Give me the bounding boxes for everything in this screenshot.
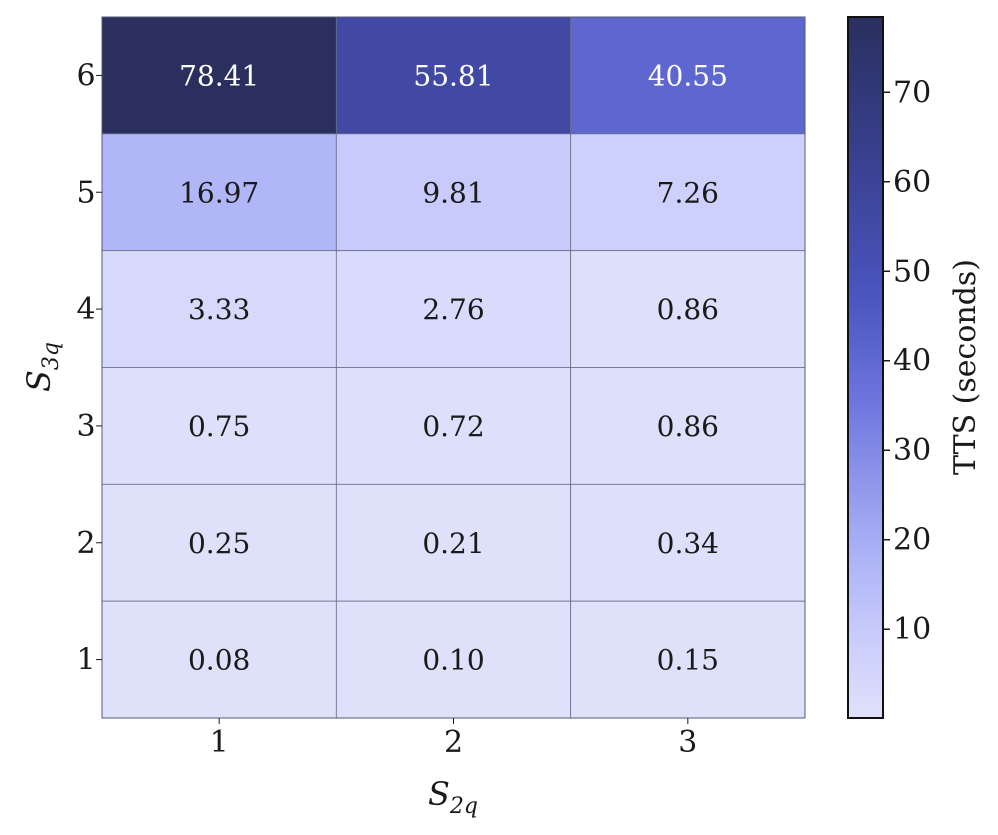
cell-value-label: 0.15 — [657, 644, 719, 677]
cell-value-label: 2.76 — [422, 293, 484, 326]
y-axis-ticks: 6 5 4 3 2 1 — [76, 58, 102, 678]
y-tick-label: 5 — [76, 175, 95, 210]
cell-value-label: 0.34 — [657, 527, 719, 560]
colorbar-tick-label: 20 — [893, 523, 931, 558]
cell-value-label: 0.08 — [188, 644, 250, 677]
colorbar-label: TTS (seconds) — [948, 259, 983, 475]
colorbar-tick-label: 10 — [893, 612, 931, 647]
colorbar-tick-label: 40 — [893, 344, 931, 379]
heatmap-cell — [101, 16, 337, 135]
cell-value-label: 40.55 — [648, 59, 728, 92]
cell-value-label: 16.97 — [179, 176, 259, 209]
cell-value-label: 0.10 — [422, 644, 484, 677]
heatmap-cell — [335, 16, 572, 135]
heatmap-cell — [570, 600, 806, 719]
y-tick-label: 6 — [76, 58, 95, 93]
cell-value-label: 0.86 — [657, 410, 719, 443]
x-axis-ticks: 1 2 3 — [210, 718, 697, 760]
heatmap-cell — [101, 250, 337, 368]
colorbar-tick-label: 50 — [893, 254, 931, 289]
heatmap-cell — [101, 483, 337, 602]
x-tick-label: 1 — [210, 725, 229, 760]
x-tick-label: 3 — [678, 725, 697, 760]
heatmap-cell — [570, 133, 806, 252]
colorbar-ticks: 10 20 30 40 50 60 70 — [883, 75, 931, 647]
y-tick-label: 1 — [76, 643, 95, 678]
cell-value-label: 3.33 — [188, 293, 250, 326]
cell-value-label: 0.21 — [422, 527, 484, 560]
x-tick-label: 2 — [444, 725, 463, 760]
y-tick-label: 2 — [76, 526, 95, 561]
y-tick-label: 4 — [76, 292, 95, 327]
colorbar-tick-label: 70 — [893, 75, 931, 110]
cell-value-label: 7.26 — [657, 176, 719, 209]
heatmap-cells: 78.41 55.81 40.55 16.97 9.81 7.26 3.33 2.76 0.86… — [101, 16, 806, 719]
cell-value-label: 55.81 — [413, 59, 493, 92]
cell-value-label: 0.72 — [422, 410, 484, 443]
heatmap-cell — [335, 483, 572, 602]
y-axis-title: S3q — [20, 342, 64, 392]
colorbar — [847, 16, 884, 719]
heatmap-cell — [335, 250, 572, 368]
cell-value-label: 0.86 — [657, 293, 719, 326]
cell-value-label: 9.81 — [422, 176, 484, 209]
cell-value-label: 78.41 — [179, 59, 259, 92]
colorbar-tick-label: 30 — [893, 433, 931, 468]
colorbar-tick-label: 60 — [893, 165, 931, 200]
heatmap-cell — [101, 133, 337, 252]
y-tick-label: 3 — [76, 409, 95, 444]
cell-value-label: 0.75 — [188, 410, 250, 443]
heatmap-cell — [570, 367, 806, 485]
heatmap-cell — [335, 133, 572, 252]
heatmap-cell — [101, 367, 337, 485]
heatmap-cell — [335, 600, 572, 719]
x-axis-title: S2q — [428, 775, 478, 819]
cell-value-label: 0.25 — [188, 527, 250, 560]
heatmap-cell — [570, 483, 806, 602]
